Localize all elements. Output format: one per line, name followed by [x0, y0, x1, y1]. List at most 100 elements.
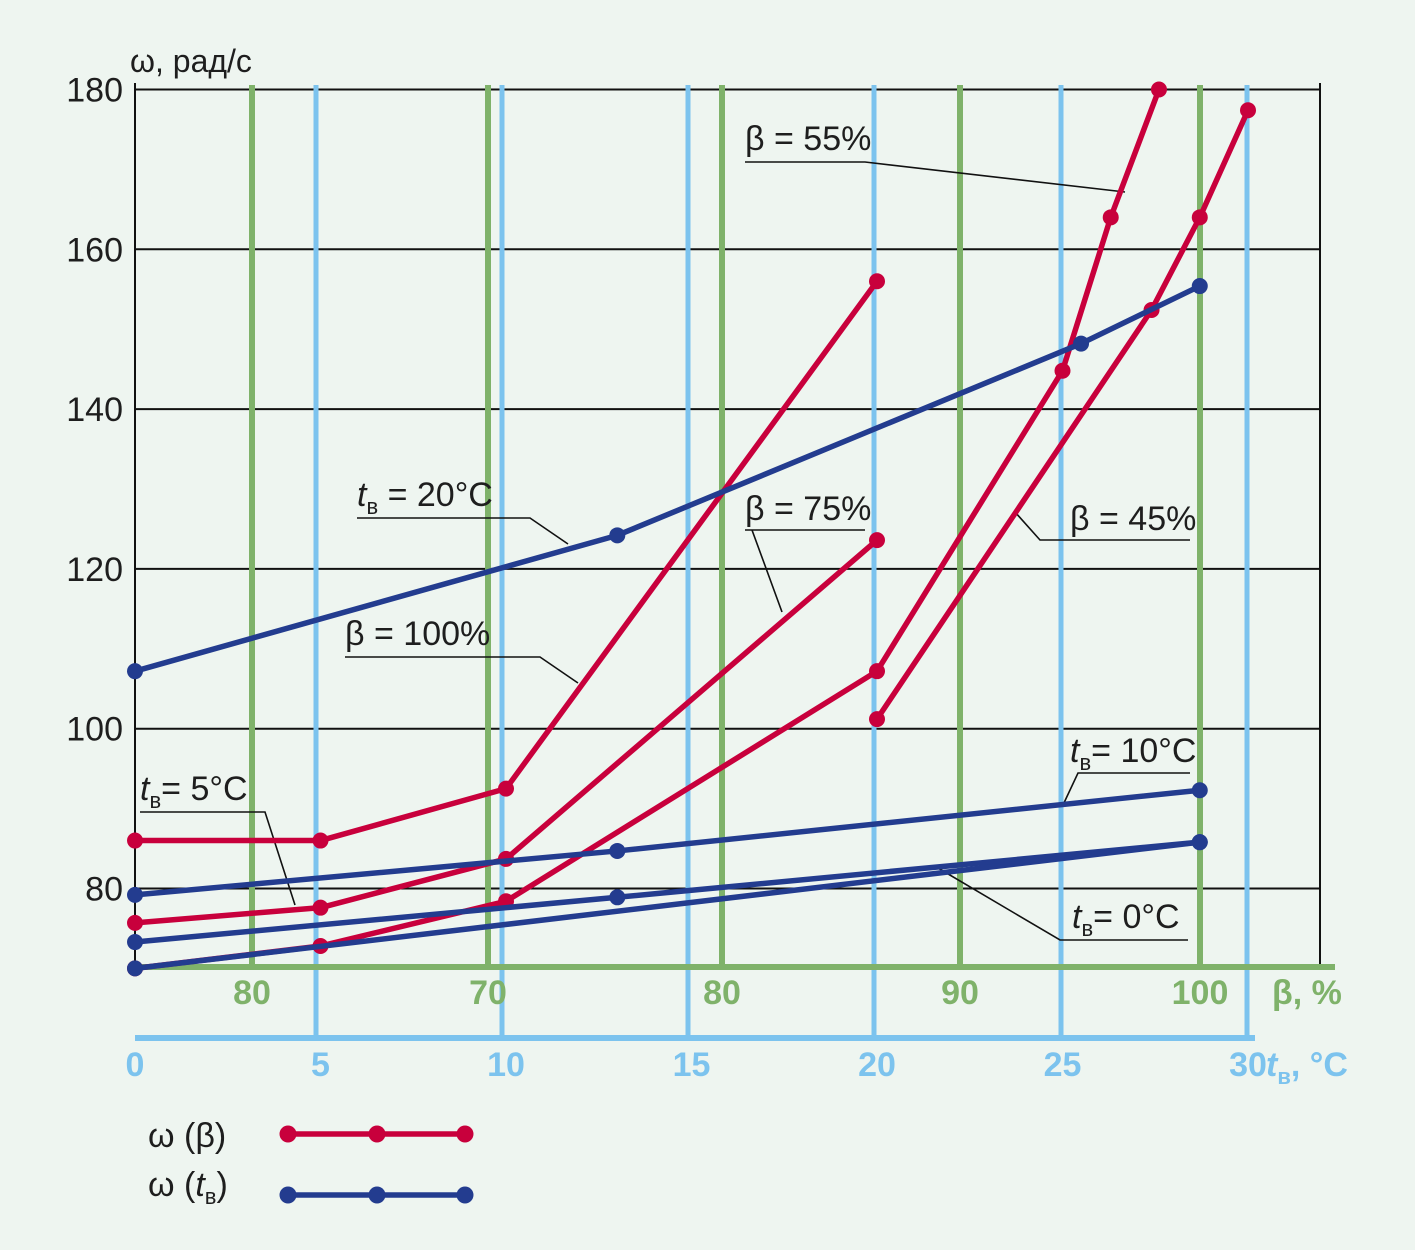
annotation-t-20: tв = 20°C [357, 476, 493, 519]
temperature-axis-label-main: t [1266, 1046, 1279, 1084]
y-tick-80: 80 [85, 871, 123, 909]
legend-omega-t-pre: ω ( [148, 1166, 196, 1204]
series-0-point-2 [498, 780, 514, 797]
leader-line-6 [1062, 772, 1190, 806]
series-6-point-0 [127, 934, 143, 951]
y-tick-120: 120 [66, 551, 123, 589]
series-3-point-2 [1191, 209, 1208, 226]
series-line-0 [132, 278, 880, 844]
annotation-t-5-rest: = 5°C [161, 770, 247, 808]
series-4-point-3 [1191, 278, 1208, 295]
y-axis-label: ω, рад/с [130, 43, 252, 79]
axes [134, 83, 1335, 1041]
annotation-t-5: tв= 5°C [140, 770, 248, 813]
leader-line-5 [140, 811, 296, 906]
series-3-point-3 [1240, 102, 1256, 119]
series-0-point-3 [869, 273, 885, 290]
annotation-t-0: tв= 0°C [1072, 898, 1180, 941]
legend-omega-t-italic: t [195, 1166, 206, 1204]
annotation-t-10-sub: в [1079, 750, 1091, 775]
series-1-point-0 [127, 914, 143, 931]
legend-marker-1-1 [368, 1186, 386, 1204]
horizontal-gridlines [135, 88, 1320, 890]
legend-marker-0-2 [456, 1125, 474, 1143]
annotation-t-5-sub: в [149, 788, 161, 813]
leader-line-3 [1014, 511, 1190, 541]
annotation-t-10-rest: = 10°C [1091, 732, 1196, 770]
temperature-tick-5: 5 [311, 1046, 330, 1084]
beta-tick-2: 80 [703, 974, 741, 1012]
series-0-point-1 [312, 832, 329, 849]
temperature-tick-labels: 0 5 10 15 20 25 30 [126, 1046, 1267, 1084]
annotation-beta-100: β = 100% [345, 615, 490, 653]
y-tick-180: 180 [66, 72, 123, 110]
annotation-t-10: tв= 10°C [1070, 732, 1196, 775]
green-beta-gridlines [249, 85, 1203, 967]
series-1-point-1 [312, 899, 329, 916]
temperature-tick-25: 25 [1044, 1046, 1082, 1084]
series-0-point-0 [127, 832, 143, 849]
annotation-beta-45: β = 45% [1070, 500, 1196, 538]
legend-marker-1-0 [279, 1186, 297, 1204]
legend-marks [279, 1125, 474, 1204]
y-tick-labels: 80 100 120 140 160 180 [66, 72, 123, 909]
legend-omega-t-label: ω (tв) [148, 1166, 228, 1209]
temperature-tick-30: 30 [1229, 1046, 1267, 1084]
series-line-3 [874, 107, 1251, 722]
series-line-4 [132, 283, 1203, 674]
series-4-point-2 [1073, 335, 1090, 352]
series-3-point-0 [869, 711, 885, 728]
legend: ω (β) ω (tв) [148, 1117, 474, 1209]
leader-line-4 [357, 517, 569, 545]
series-6-point-1 [609, 889, 626, 906]
series-2-point-4 [1054, 362, 1071, 379]
annotation-beta-75: β = 75% [745, 490, 871, 528]
series-2-point-5 [1102, 209, 1119, 226]
legend-marker-0-1 [368, 1125, 386, 1143]
y-tick-100: 100 [66, 711, 123, 749]
series-2-point-6 [1150, 81, 1167, 98]
beta-axis-label: β, % [1272, 974, 1342, 1012]
beta-tick-0: 80 [233, 974, 271, 1012]
annotation-t-20-rest: = 20°C [378, 476, 493, 514]
series-7-point-1 [1191, 834, 1208, 851]
y-tick-140: 140 [66, 391, 123, 429]
beta-tick-3: 90 [941, 974, 979, 1012]
annotation-leader-lines [140, 161, 1190, 941]
series-5-point-2 [1191, 782, 1208, 799]
y-tick-160: 160 [66, 231, 123, 269]
annotation-t-0-main: t [1072, 898, 1083, 936]
temperature-axis-label-sub: в [1277, 1064, 1291, 1089]
annotation-t-10-main: t [1070, 732, 1081, 770]
series-line-7 [132, 839, 1203, 972]
beta-tick-4: 100 [1172, 974, 1229, 1012]
beta-tick-labels: 80 70 80 90 100 [233, 974, 1228, 1012]
temperature-tick-0: 0 [126, 1046, 145, 1084]
series-group [127, 81, 1256, 977]
legend-omega-beta-label: ω (β) [148, 1117, 226, 1155]
leader-line-1 [745, 529, 865, 613]
series-1-point-3 [869, 532, 885, 549]
temperature-axis-label: tв, °C [1266, 1046, 1348, 1089]
annotation-beta-55: β = 55% [745, 120, 871, 158]
legend-omega-t-sub: в [205, 1184, 217, 1209]
series-line-6 [132, 839, 1203, 945]
temperature-tick-10: 10 [487, 1046, 525, 1084]
series-5-point-0 [127, 886, 143, 903]
legend-omega-t-post: ) [216, 1166, 227, 1204]
temperature-tick-15: 15 [673, 1046, 711, 1084]
series-4-point-1 [609, 527, 626, 544]
series-2-point-3 [869, 663, 885, 680]
legend-marker-1-2 [456, 1186, 474, 1204]
legend-omega-beta-text: ω (β) [148, 1117, 226, 1155]
annotation-t-5-main: t [140, 770, 151, 808]
beta-tick-1: 70 [469, 974, 507, 1012]
series-line-1 [132, 537, 880, 926]
annotation-t-0-rest: = 0°C [1093, 898, 1179, 936]
leader-line-2 [345, 656, 579, 684]
temperature-tick-20: 20 [858, 1046, 896, 1084]
temperature-axis-label-unit: , °C [1291, 1046, 1348, 1084]
annotation-t-0-sub: в [1081, 916, 1093, 941]
series-4-point-0 [127, 663, 143, 680]
